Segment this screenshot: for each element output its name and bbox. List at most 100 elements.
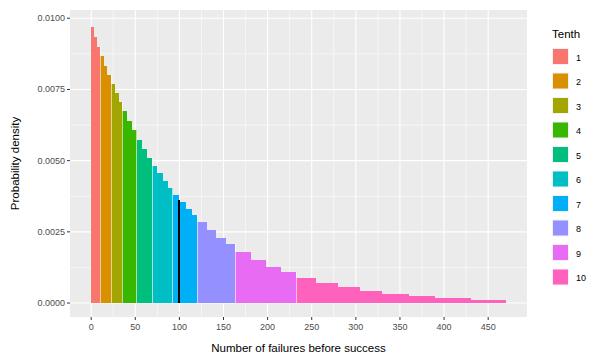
legend-key-bg — [552, 48, 569, 65]
tenth-separator — [100, 47, 101, 303]
legend-key — [553, 49, 568, 64]
tenth-separator — [172, 188, 173, 303]
tenth-separator — [122, 102, 123, 303]
bar — [127, 121, 132, 303]
axes: 0501001502002503003504004500.00000.00250… — [37, 13, 495, 332]
legend-key-bg — [552, 269, 569, 286]
legend-title: Tenth — [552, 28, 580, 40]
legend-label: 8 — [576, 224, 581, 234]
x-tick — [399, 317, 400, 320]
minor-grid-x — [466, 10, 467, 317]
bar — [197, 222, 206, 303]
bar — [97, 47, 100, 303]
x-tick — [355, 317, 356, 320]
bar — [152, 166, 157, 303]
bar — [142, 149, 147, 303]
bar — [251, 260, 266, 303]
minor-grid-y — [70, 53, 527, 54]
y-tick-label: 0.0050 — [37, 156, 65, 166]
grid-x — [311, 10, 312, 317]
minor-grid-x — [377, 10, 378, 317]
bar — [168, 188, 173, 303]
x-tick-label: 100 — [172, 322, 187, 332]
legend-key — [553, 270, 568, 285]
bar — [163, 181, 168, 303]
bar — [471, 300, 507, 303]
legend-key — [553, 196, 568, 211]
legend-key-bg — [552, 146, 569, 163]
x-tick — [179, 317, 180, 320]
bar — [207, 230, 217, 303]
legend-label: 6 — [576, 175, 581, 185]
y-tick-label: 0.0025 — [37, 227, 65, 237]
bar — [119, 102, 123, 303]
x-axis-title: Number of failures before success — [211, 342, 386, 354]
x-tick — [135, 317, 136, 320]
chart: 0501001502002503003504004500.00000.00250… — [0, 0, 613, 362]
plot-background — [70, 10, 527, 317]
legend-label: 2 — [576, 77, 581, 87]
y-tick — [67, 303, 70, 304]
legend-key — [553, 245, 568, 260]
minor-grid-x — [333, 10, 334, 317]
y-axis-title: Probability density — [9, 117, 21, 211]
legend-key — [553, 74, 568, 89]
legend-label: 9 — [576, 249, 581, 259]
legend-label: 7 — [576, 200, 581, 210]
legend-key — [553, 172, 568, 187]
bar — [111, 84, 115, 303]
legend-label: 1 — [576, 53, 581, 63]
legend-key — [553, 221, 568, 236]
bar — [132, 130, 137, 303]
bar — [296, 278, 316, 303]
y-tick — [67, 160, 70, 161]
bar — [216, 238, 226, 303]
bar — [147, 158, 152, 303]
mean-line — [178, 200, 180, 303]
minor-grid-x — [422, 10, 423, 317]
x-tick-label: 50 — [130, 322, 140, 332]
grid-x — [444, 10, 445, 317]
grid-x — [355, 10, 356, 317]
grid-x — [179, 10, 180, 317]
minor-grid-y — [70, 125, 527, 126]
tenth-separator — [111, 75, 112, 303]
y-tick-label: 0.0075 — [37, 84, 65, 94]
bar — [115, 93, 119, 303]
x-tick-label: 200 — [260, 322, 275, 332]
legend-key — [553, 98, 568, 113]
y-tick-label: 0.0100 — [37, 13, 65, 23]
legend-key-bg — [552, 171, 569, 188]
legend-key-bg — [552, 195, 569, 212]
x-tick — [444, 317, 445, 320]
tenth-separator — [197, 215, 198, 303]
bar — [186, 209, 192, 303]
bar — [316, 283, 338, 303]
legend-label: 3 — [576, 102, 581, 112]
bar — [382, 294, 408, 303]
bar — [360, 291, 382, 303]
y-tick — [67, 18, 70, 19]
tenth-separator — [235, 244, 236, 303]
y-tick — [67, 89, 70, 90]
legend: Tenth12345678910 — [552, 28, 586, 286]
x-tick-label: 250 — [304, 322, 319, 332]
bar — [107, 75, 111, 303]
legend-label: 5 — [576, 151, 581, 161]
x-tick-label: 150 — [216, 322, 231, 332]
x-tick — [311, 317, 312, 320]
bar — [192, 215, 198, 303]
x-tick — [223, 317, 224, 320]
x-tick-label: 450 — [481, 322, 496, 332]
legend-key-bg — [552, 122, 569, 139]
tenth-separator — [152, 158, 153, 303]
bar — [94, 37, 98, 303]
legend-key-bg — [552, 73, 569, 90]
x-tick-label: 400 — [437, 322, 452, 332]
legend-key-bg — [552, 97, 569, 114]
bar — [266, 267, 281, 303]
legend-key-bg — [552, 244, 569, 261]
bar — [173, 195, 180, 303]
minor-grid-x — [289, 10, 290, 317]
grid-x — [399, 10, 400, 317]
